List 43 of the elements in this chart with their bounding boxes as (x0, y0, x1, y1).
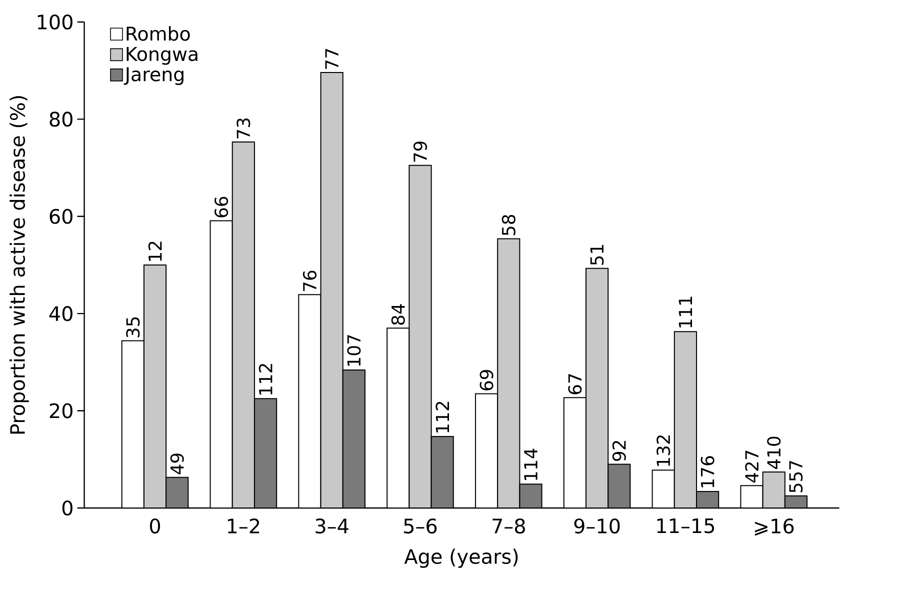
y-tick-label: 20 (50, 403, 72, 418)
x-tick-label: 9–10 (574, 518, 620, 534)
x-tick-label: 1–2 (228, 518, 260, 534)
annotation: 58 (502, 214, 516, 236)
annotation: 51 (590, 245, 604, 265)
annotation: 69 (480, 370, 494, 390)
x-tick-label: 3–4 (316, 518, 348, 534)
legend-label: Jareng (124, 67, 184, 86)
x-tick-label: 0 (150, 518, 160, 534)
annotation: 92 (612, 441, 626, 461)
y-tick-label: 60 (50, 208, 72, 224)
annotation: 132 (656, 435, 670, 466)
annotation: 111 (678, 296, 692, 328)
x-tick-label: 11–15 (657, 518, 714, 534)
annotation: 112 (258, 364, 272, 394)
annotation: 12 (148, 242, 162, 261)
annotation: 77 (325, 49, 338, 69)
annotation: 49 (170, 454, 184, 474)
x-axis-title: Age (years) (404, 548, 518, 568)
annotation: 35 (126, 317, 140, 338)
annotation: 427 (745, 450, 758, 483)
annotation: 67 (568, 374, 582, 394)
y-tick-label: 0 (62, 500, 72, 516)
annotation: 176 (700, 456, 714, 488)
annotation: 410 (767, 436, 781, 469)
y-tick-label: 80 (50, 112, 72, 127)
legend-label: Kongwa (126, 47, 198, 65)
y-tick-label: 40 (49, 306, 72, 322)
annotation: 79 (413, 142, 428, 162)
annotation: 66 (214, 196, 228, 218)
annotation: 84 (391, 304, 405, 325)
x-tick-label: ⩾16 (754, 518, 794, 536)
x-tick-label: 7–8 (492, 518, 525, 534)
x-tick-label: 5–6 (404, 518, 437, 534)
annotation: 112 (436, 402, 449, 432)
annotation: 107 (347, 335, 361, 366)
legend-label: Rombo (126, 26, 190, 41)
annotation: 73 (236, 118, 250, 138)
y-tick-label: 100 (38, 14, 72, 30)
annotation: 114 (524, 448, 538, 480)
annotation: 76 (302, 270, 316, 291)
y-axis-title: Proportion with active disease (%) (10, 96, 29, 434)
annotation: 557 (789, 460, 803, 492)
